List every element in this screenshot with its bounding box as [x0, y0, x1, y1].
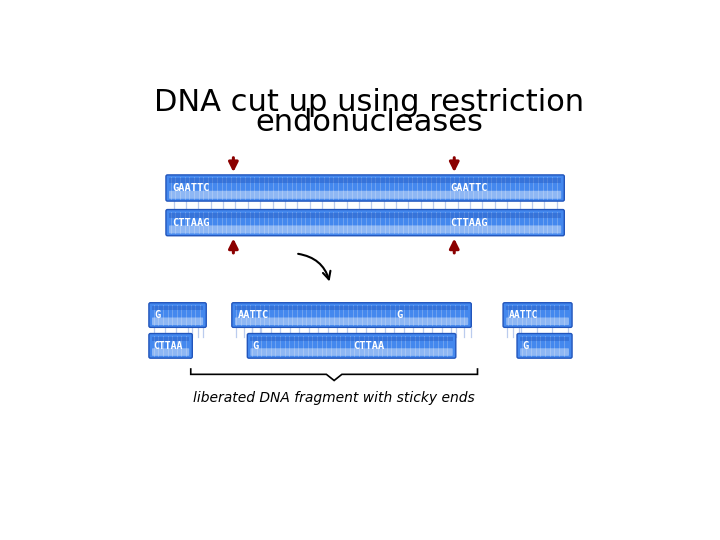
Text: G: G	[253, 341, 259, 351]
FancyBboxPatch shape	[149, 334, 192, 358]
Bar	[152, 306, 203, 310]
FancyBboxPatch shape	[235, 318, 468, 325]
FancyBboxPatch shape	[152, 318, 203, 325]
Text: AATTC: AATTC	[508, 310, 538, 320]
FancyBboxPatch shape	[169, 191, 561, 199]
Text: G: G	[523, 341, 528, 351]
FancyBboxPatch shape	[166, 210, 564, 236]
FancyBboxPatch shape	[520, 348, 569, 356]
FancyBboxPatch shape	[506, 318, 569, 325]
Text: AATTC: AATTC	[238, 310, 269, 320]
Text: CTTAAG: CTTAAG	[451, 218, 488, 228]
Bar	[506, 306, 569, 310]
Text: GAATTC: GAATTC	[172, 183, 210, 193]
Text: liberated DNA fragment with sticky ends: liberated DNA fragment with sticky ends	[193, 392, 475, 406]
Text: G: G	[396, 310, 402, 320]
FancyBboxPatch shape	[166, 175, 564, 201]
Text: CTTAA: CTTAA	[153, 341, 183, 351]
FancyBboxPatch shape	[149, 303, 206, 327]
Bar	[169, 213, 561, 218]
Text: CTTAA: CTTAA	[354, 341, 384, 351]
FancyBboxPatch shape	[251, 348, 453, 356]
Text: GAATTC: GAATTC	[451, 183, 488, 193]
FancyBboxPatch shape	[232, 303, 472, 327]
FancyBboxPatch shape	[503, 303, 572, 327]
Text: endonucleases: endonucleases	[255, 108, 483, 137]
Bar	[169, 178, 561, 183]
Bar	[251, 337, 453, 341]
FancyBboxPatch shape	[248, 334, 456, 358]
FancyBboxPatch shape	[517, 334, 572, 358]
Text: CTTAAG: CTTAAG	[172, 218, 210, 228]
Bar	[235, 306, 468, 310]
Text: G: G	[154, 310, 161, 320]
FancyBboxPatch shape	[169, 225, 561, 233]
Bar	[152, 337, 189, 341]
Bar	[520, 337, 569, 341]
Text: DNA cut up using restriction: DNA cut up using restriction	[154, 88, 584, 117]
FancyBboxPatch shape	[152, 348, 189, 356]
